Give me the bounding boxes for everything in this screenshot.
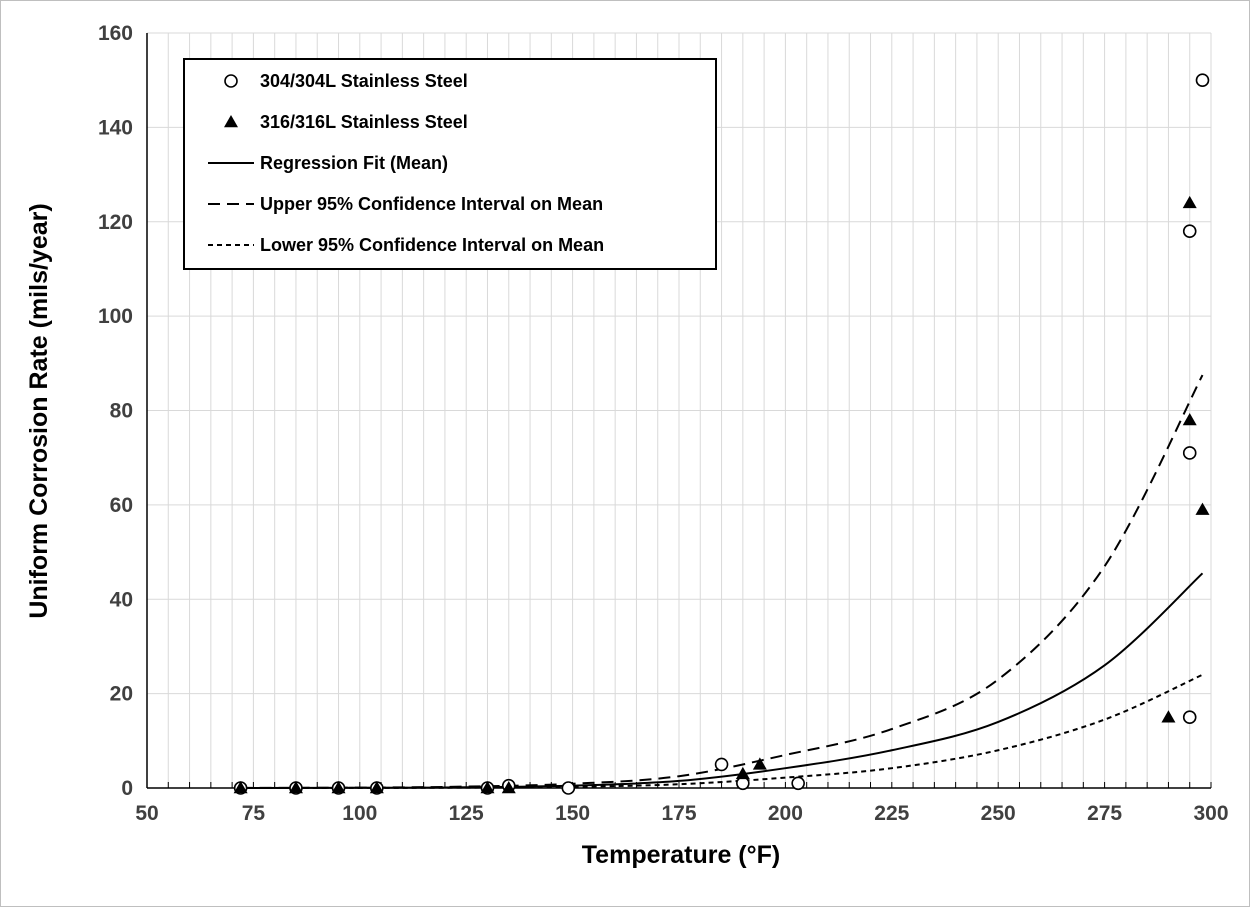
legend-marker-filled-triangle (224, 115, 238, 128)
x-tick-label: 150 (555, 802, 590, 825)
legend-label: 316/316L Stainless Steel (260, 112, 468, 132)
y-axis-title: Uniform Corrosion Rate (mils/year) (25, 203, 53, 618)
legend-box (183, 58, 717, 270)
point-304-stainless (714, 757, 729, 772)
point-316-stainless (752, 757, 767, 770)
legend-entry: 304/304L Stainless Steel (224, 71, 468, 91)
point-304-stainless (1182, 446, 1197, 460)
x-tick-label: 275 (1087, 802, 1122, 825)
legend-label: 304/304L Stainless Steel (260, 71, 468, 91)
y-tick-label: 40 (110, 588, 133, 611)
point-316-stainless (480, 781, 495, 794)
x-tick-label: 100 (342, 802, 377, 825)
point-316-stainless (288, 781, 303, 794)
x-tick-label: 250 (981, 802, 1016, 825)
legend-label: Lower 95% Confidence Interval on Mean (260, 235, 604, 255)
legend-label: Upper 95% Confidence Interval on Mean (260, 194, 603, 214)
y-tick-label: 140 (98, 116, 133, 139)
point-316-stainless (331, 781, 346, 794)
x-tick-label: 200 (768, 802, 803, 825)
point-316-stainless (1161, 710, 1176, 723)
y-tick-label: 0 (121, 777, 133, 800)
y-tick-label: 100 (98, 305, 133, 328)
legend-entry: 316/316L Stainless Steel (224, 112, 468, 132)
y-tick-label: 20 (110, 683, 133, 706)
legend-entry: Regression Fit (Mean) (208, 153, 448, 173)
legend-label: Regression Fit (Mean) (260, 153, 448, 173)
point-316-stainless (233, 781, 248, 794)
x-tick-label: 125 (449, 802, 484, 825)
y-tick-label: 80 (110, 400, 133, 423)
data-points (233, 73, 1210, 795)
point-304-stainless (1182, 710, 1197, 725)
y-tick-label: 120 (98, 211, 133, 234)
x-tick-label: 225 (874, 802, 909, 825)
tick-labels: 50 75 100 125 150 175 200 225 250 275 300 0 20 40 60 80… (98, 22, 1229, 825)
point-316-stainless (1182, 412, 1197, 426)
point-316-stainless (735, 766, 750, 780)
y-tick-label: 60 (110, 494, 133, 517)
y-tick-label: 160 (98, 22, 133, 45)
legend: 304/304L Stainless Steel 316/316L Stainle… (183, 58, 717, 270)
point-304-stainless (1182, 224, 1197, 238)
legend-entry: Upper 95% Confidence Interval on Mean (208, 194, 603, 214)
x-tick-label: 175 (661, 802, 696, 825)
point-304-stainless (1195, 73, 1210, 87)
legend-entry: Lower 95% Confidence Interval on Mean (208, 235, 604, 255)
point-316-stainless (369, 781, 384, 794)
x-tick-label: 75 (242, 802, 266, 825)
point-304-stainless (791, 776, 805, 791)
point-304-stainless (561, 781, 576, 795)
point-316-stainless (501, 781, 516, 794)
x-tick-label: 300 (1193, 802, 1228, 825)
x-tick-label: 50 (135, 802, 158, 825)
point-316-stainless (1182, 195, 1197, 209)
x-axis-title: Temperature (°F) (582, 841, 780, 869)
point-316-stainless (1195, 502, 1210, 515)
legend-marker-open-circle (224, 74, 238, 88)
series-line-short (240, 673, 1203, 789)
